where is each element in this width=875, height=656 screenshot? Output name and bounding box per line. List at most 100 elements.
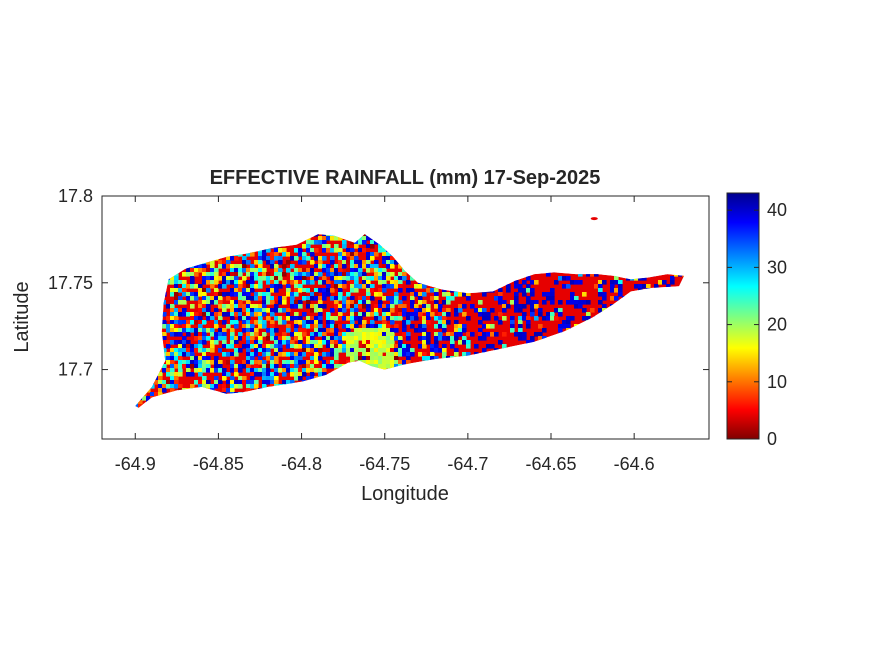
heatmap-cell <box>334 244 339 249</box>
heatmap-cell <box>350 276 355 281</box>
heatmap-cell <box>246 340 251 345</box>
heatmap-cell <box>210 272 215 277</box>
heatmap-cell <box>142 396 147 401</box>
heatmap-cell <box>342 256 347 261</box>
heatmap-cell <box>230 368 235 373</box>
heatmap-cell <box>166 344 171 349</box>
heatmap-cell <box>366 252 371 257</box>
heatmap-cell <box>342 260 347 265</box>
heatmap-cell <box>202 320 207 325</box>
heatmap-cell <box>186 284 191 289</box>
heatmap-cell <box>378 308 383 313</box>
heatmap-cell <box>214 268 219 273</box>
heatmap-cell <box>314 348 319 353</box>
heatmap-cell <box>274 340 279 345</box>
heatmap-cell <box>178 340 183 345</box>
heatmap-cell <box>402 360 407 365</box>
heatmap-cell <box>366 348 371 353</box>
heatmap-cell <box>530 300 535 305</box>
heatmap-cell <box>170 288 175 293</box>
heatmap-cell <box>274 252 279 257</box>
heatmap-cell <box>314 272 319 277</box>
heatmap-cell <box>382 344 387 349</box>
heatmap-cell <box>350 356 355 361</box>
heatmap-cell <box>386 264 391 269</box>
heatmap-cell <box>198 336 203 341</box>
heatmap-cell <box>334 316 339 321</box>
heatmap-cell <box>198 384 203 389</box>
heatmap-cell <box>342 336 347 341</box>
heatmap-cell <box>206 348 211 353</box>
heatmap-cell <box>230 328 235 333</box>
heatmap-cell <box>466 332 471 337</box>
heatmap-cell <box>490 344 495 349</box>
heatmap-cell <box>218 332 223 337</box>
heatmap-cell <box>318 320 323 325</box>
heatmap-cell <box>330 288 335 293</box>
heatmap-cell <box>490 332 495 337</box>
heatmap-cell <box>466 316 471 321</box>
heatmap-cell <box>210 360 215 365</box>
heatmap-cell <box>382 364 387 369</box>
heatmap-cell <box>354 336 359 341</box>
heatmap-cell <box>362 280 367 285</box>
heatmap-cell <box>182 348 187 353</box>
heatmap-cell <box>234 344 239 349</box>
heatmap-cell <box>438 304 443 309</box>
heatmap-cell <box>198 328 203 333</box>
heatmap-cell <box>598 284 603 289</box>
heatmap-cell <box>338 340 343 345</box>
heatmap-cell <box>174 340 179 345</box>
heatmap-cell <box>458 340 463 345</box>
heatmap-cell <box>574 280 579 285</box>
heatmap-cell <box>362 260 367 265</box>
heatmap-cell <box>410 312 415 317</box>
heatmap-cell <box>610 288 615 293</box>
heatmap-cell <box>258 296 263 301</box>
heatmap-cell <box>286 308 291 313</box>
heatmap-cell <box>526 284 531 289</box>
heatmap-cell <box>426 316 431 321</box>
heatmap-cell <box>382 264 387 269</box>
heatmap-cell <box>614 296 619 301</box>
heatmap-cell <box>322 264 327 269</box>
heatmap-cell <box>542 316 547 321</box>
heatmap-cell <box>170 364 175 369</box>
heatmap-cell <box>230 264 235 269</box>
heatmap-cell <box>174 312 179 317</box>
heatmap-cell <box>302 348 307 353</box>
heatmap-cell <box>386 316 391 321</box>
heatmap-cell <box>422 332 427 337</box>
heatmap-cell <box>190 312 195 317</box>
heatmap-cell <box>174 372 179 377</box>
heatmap-cell <box>178 360 183 365</box>
heatmap-cell <box>302 312 307 317</box>
heatmap-cell <box>522 312 527 317</box>
heatmap-cell <box>254 384 259 389</box>
heatmap-cell <box>174 384 179 389</box>
heatmap-cell <box>178 364 183 369</box>
heatmap-cell <box>378 272 383 277</box>
heatmap-cell <box>422 284 427 289</box>
heatmap-cell <box>346 252 351 257</box>
heatmap-cell <box>170 328 175 333</box>
heatmap-cell <box>310 320 315 325</box>
heatmap-cell <box>222 384 227 389</box>
heatmap-cell <box>374 304 379 309</box>
heatmap-cell <box>374 364 379 369</box>
heatmap-cell <box>366 332 371 337</box>
heatmap-cell <box>350 324 355 329</box>
heatmap-cell <box>346 304 351 309</box>
heatmap-cell <box>246 272 251 277</box>
heatmap-cell <box>266 292 271 297</box>
heatmap-cell <box>610 280 615 285</box>
heatmap-cell <box>482 316 487 321</box>
heatmap-cell <box>378 336 383 341</box>
heatmap-cell <box>270 364 275 369</box>
heatmap-cell <box>598 280 603 285</box>
heatmap-cell <box>202 368 207 373</box>
heatmap-cell <box>194 360 199 365</box>
heatmap-cell <box>374 316 379 321</box>
heatmap-cell <box>562 324 567 329</box>
heatmap-cell <box>338 276 343 281</box>
